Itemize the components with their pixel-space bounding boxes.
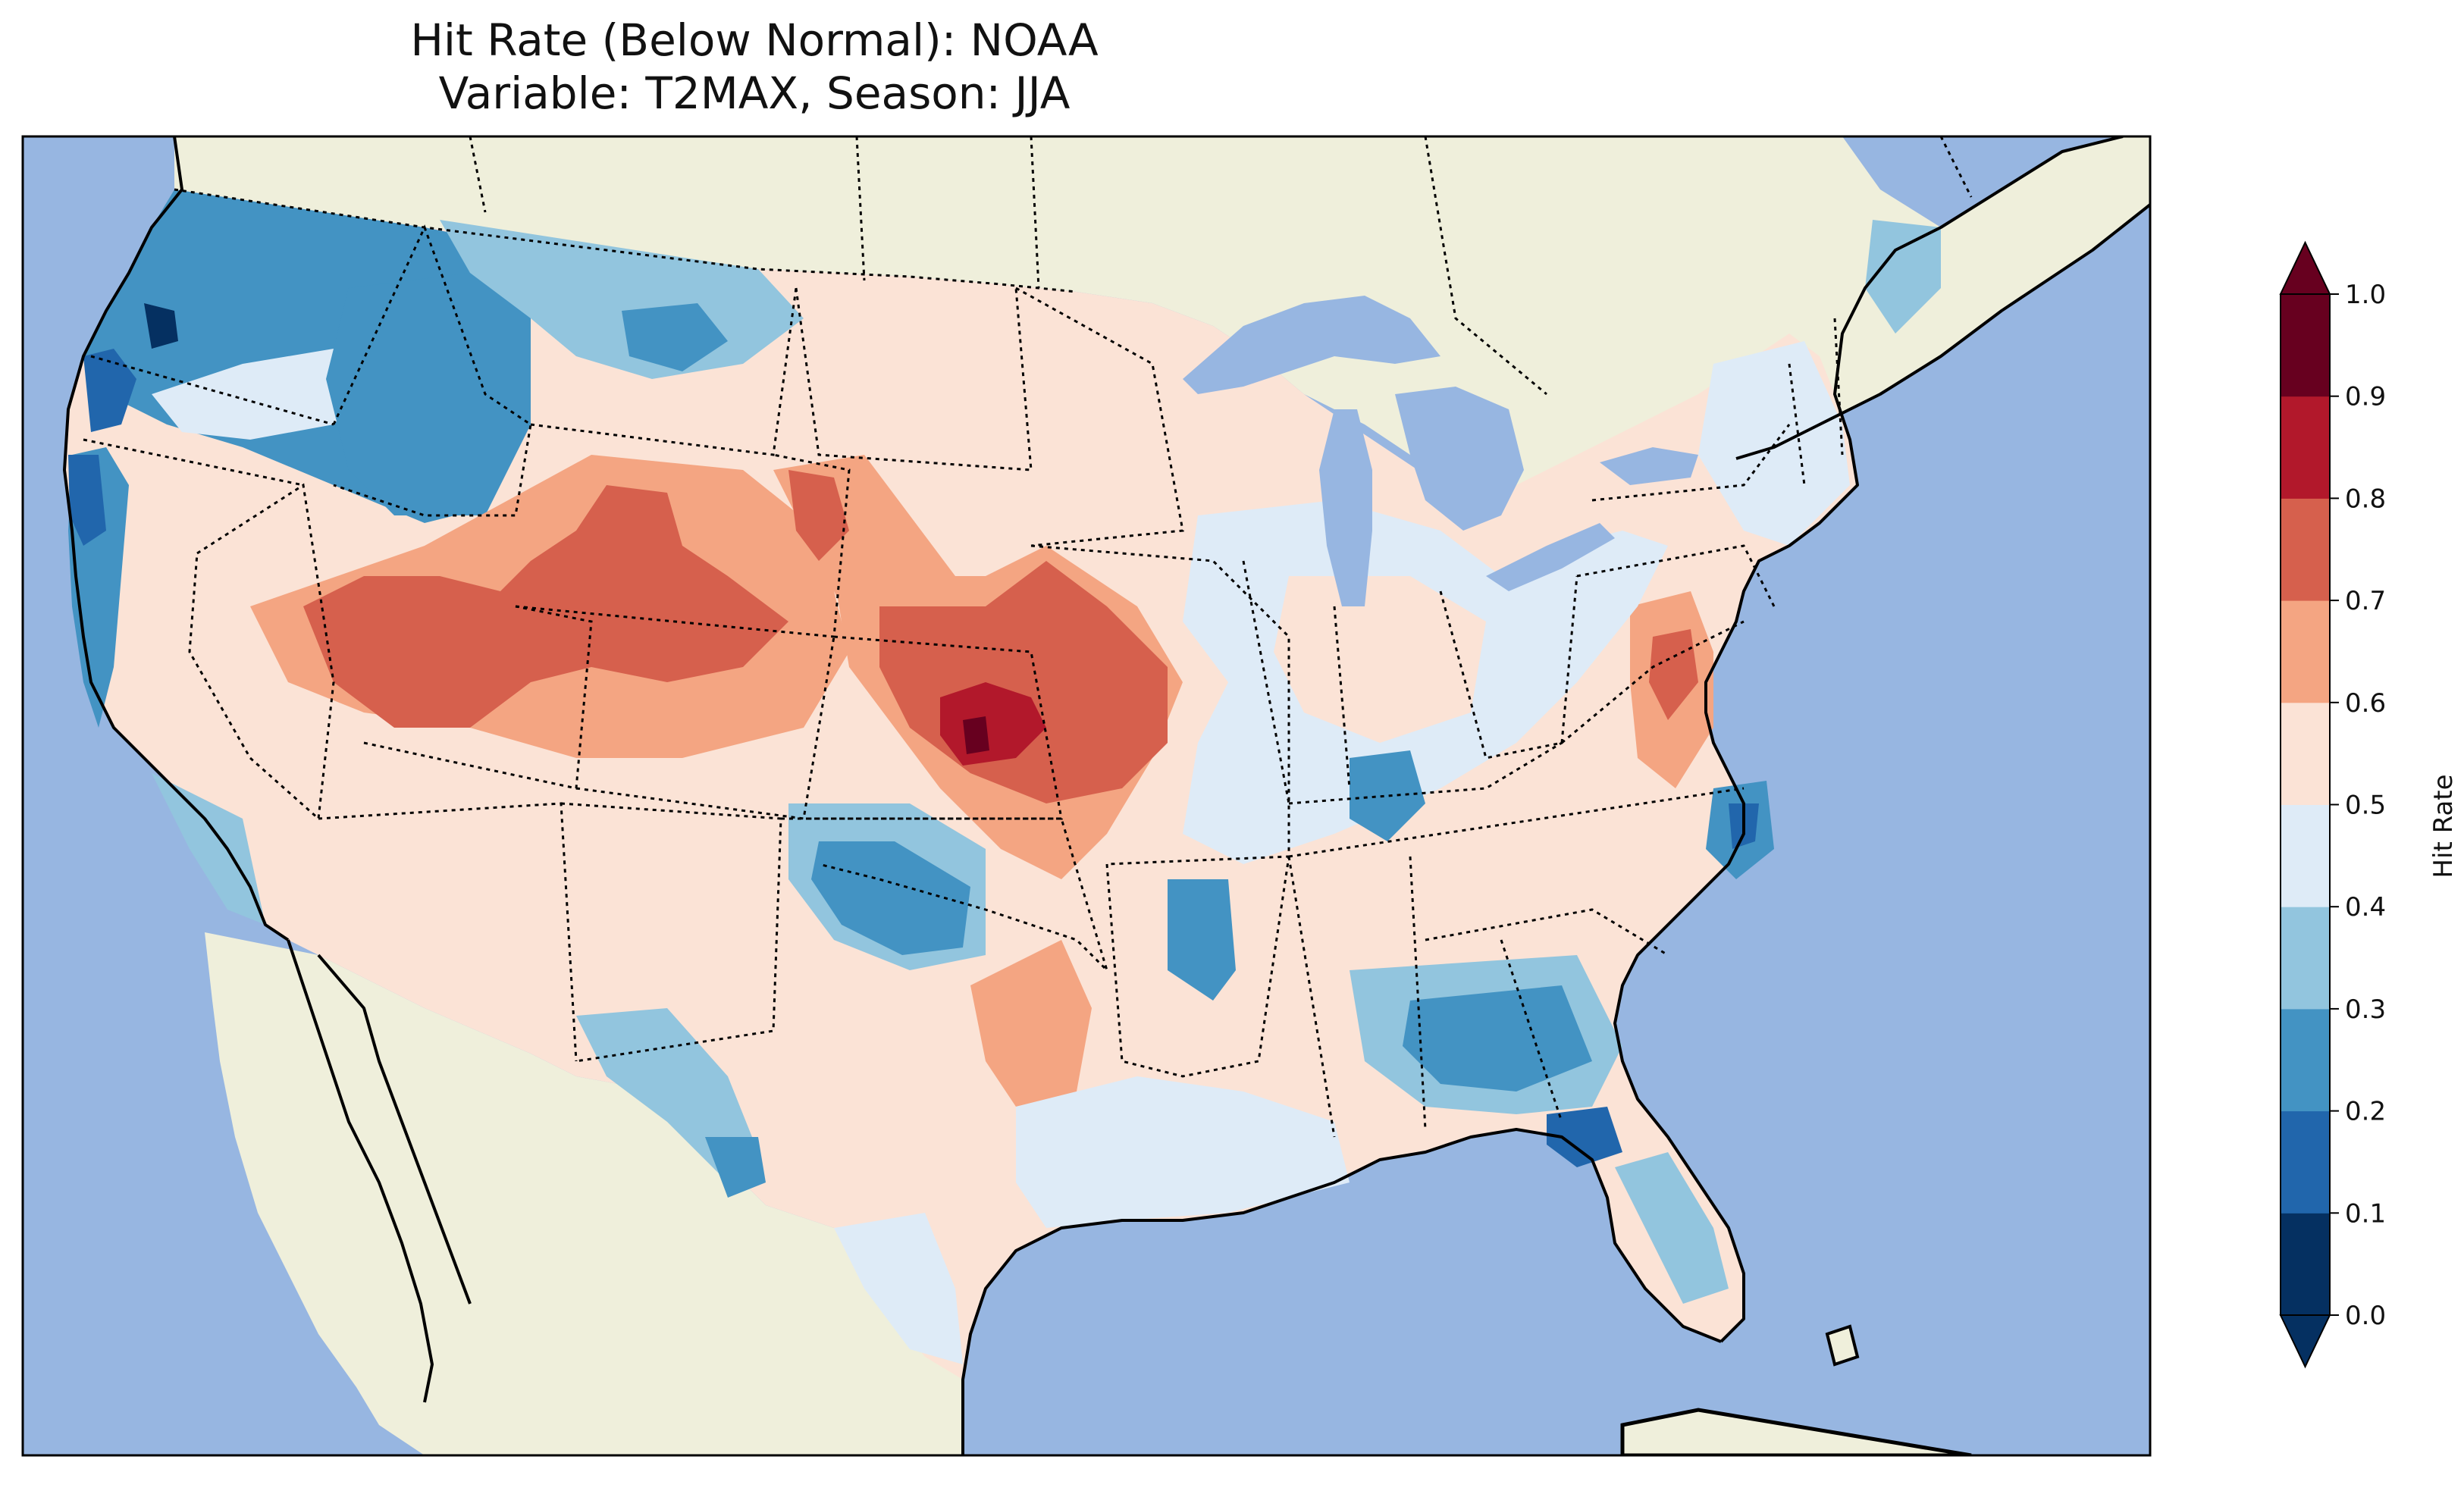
zone-arkansas-blue (1168, 879, 1236, 1001)
border-ar-la (1105, 856, 1290, 1078)
map-title: Hit Rate (Below Normal): NOAA Variable: … (0, 14, 1509, 120)
zone-socal-light (152, 773, 265, 925)
zone-maine-blue (1865, 220, 1941, 334)
zone-nebraska-red (788, 470, 849, 561)
lake-huron (1395, 387, 1524, 531)
zone-va-red (1649, 629, 1698, 720)
border-mt-wy (530, 287, 798, 456)
zone-basin-red (303, 485, 788, 728)
colorbar-tick-label: 0.1 (2345, 1198, 2386, 1229)
colorbar-bin-0.2-0.3 (2281, 1008, 2330, 1112)
zone-texas-south-blue (705, 1137, 766, 1198)
border-new-england (1788, 318, 1844, 486)
colorbar-bin-0.3-0.4 (2281, 907, 2330, 1010)
st-lawrence-coastline (1735, 203, 2150, 460)
border-mo-ar (1030, 544, 1290, 866)
pacific-coastline (63, 136, 290, 941)
border-wy (515, 453, 851, 638)
state-borders (83, 136, 1973, 1138)
colorbar-tick-label: 0.7 (2345, 586, 2386, 616)
lake-michigan (1319, 409, 1372, 606)
colorbar-bin-0.6-0.7 (2281, 600, 2330, 703)
zone-southeast-blue (1403, 985, 1592, 1092)
zone-kansas-darkest (963, 716, 989, 754)
zone-florida-light (1615, 1152, 1729, 1304)
lake-superior (1183, 296, 1440, 394)
border-mn-ia (1015, 287, 1184, 547)
colorbar-tick-label: 0.6 (2345, 688, 2386, 719)
zone-idaho-blue (326, 273, 531, 515)
colorbar-tick-label: 1.0 (2345, 280, 2386, 310)
colorbar-bin-0.7-0.8 (2281, 498, 2330, 601)
title-line-1: Hit Rate (Below Normal): NOAA (410, 14, 1099, 66)
great-lakes (1183, 296, 1698, 606)
zone-texas-orange (970, 940, 1092, 1107)
land-canada (174, 136, 2150, 576)
zone-midwest-pinks (1274, 576, 1486, 743)
border-pa-ny (1576, 424, 1791, 607)
border-canada-provinces (469, 136, 1973, 396)
border-il-in-oh (1242, 560, 1578, 804)
zone-oregon-coast-blue (83, 349, 136, 432)
colorbar-bin-0.0-0.1 (2281, 1213, 2330, 1316)
land-bahamas (1825, 1324, 1860, 1367)
colorbar-bin-0.9-1.0 (2281, 294, 2330, 397)
land-baja (205, 932, 432, 1402)
colorbar-bin-0.5-0.6 (2281, 702, 2330, 805)
colorbar-extend-max (2279, 240, 2331, 295)
border-tn-ky (1288, 741, 1745, 858)
lake-erie (1486, 523, 1615, 591)
border-or-ca (83, 438, 304, 487)
hit-rate-field (64, 189, 1941, 1380)
border-dakotas (795, 287, 1033, 471)
colorbar-tick-label: 0.2 (2345, 1097, 2386, 1127)
colorbar-extend-min (2279, 1314, 2331, 1369)
colorbar-tick-label: 0.0 (2345, 1301, 2386, 1331)
zone-gulf-light (1016, 1076, 1350, 1228)
zone-kentucky-blue (1350, 750, 1425, 841)
colorbar-bin-0.8-0.9 (2281, 396, 2330, 499)
coastlines (63, 136, 2150, 1455)
colorbar-tick-label: 0.5 (2345, 791, 2386, 821)
border-va (1561, 620, 1745, 744)
zone-california-coast-dark (68, 455, 106, 546)
border-nv (188, 483, 335, 822)
colorbar-bin-0.4-0.5 (2281, 804, 2330, 907)
border-nm-tx (560, 802, 782, 1063)
map-frame (21, 135, 2152, 1457)
gulf-coastline (961, 1128, 1722, 1455)
baja-coastline (287, 939, 434, 1403)
atlantic-coastline (1613, 136, 2124, 1343)
border-co (575, 636, 835, 820)
colorbar-bins (2279, 240, 2331, 1369)
colorbar-bin-0.1-0.2 (2281, 1110, 2330, 1214)
gulf-of-california-coastline (317, 954, 472, 1305)
zone-georgia-coast-dark (1547, 1107, 1622, 1167)
border-ut (363, 605, 593, 790)
border-wa-or (90, 355, 334, 426)
title-line-2: Variable: T2MAX, Season: JJA (438, 67, 1071, 119)
colorbar-ticks: 0.0 0.1 0.2 0.3 0.4 0.5 0.6 0.7 0.8 0.9 1.0 (2330, 280, 2386, 1331)
land-cuba (1620, 1408, 1972, 1455)
colorbar-tick-label: 0.9 (2345, 382, 2386, 412)
colorbar-tick-label: 0.4 (2345, 892, 2386, 922)
zone-oregon-coast-darkest (144, 303, 178, 349)
zone-montana-blue (622, 303, 728, 371)
zone-south-texas-light (834, 1213, 963, 1364)
zone-pnw-light-band (152, 349, 379, 440)
colorbar-tick-label: 0.3 (2345, 994, 2386, 1025)
border-ga-sc (1425, 908, 1669, 1123)
colorbar-label: Hit Rate (2428, 774, 2459, 878)
lake-ontario (1600, 447, 1698, 485)
border-ms-al (1287, 856, 1427, 1138)
border-id (332, 224, 532, 517)
colorbar-tick-label: 0.8 (2345, 484, 2386, 514)
zone-oklahoma-blue (811, 841, 970, 955)
